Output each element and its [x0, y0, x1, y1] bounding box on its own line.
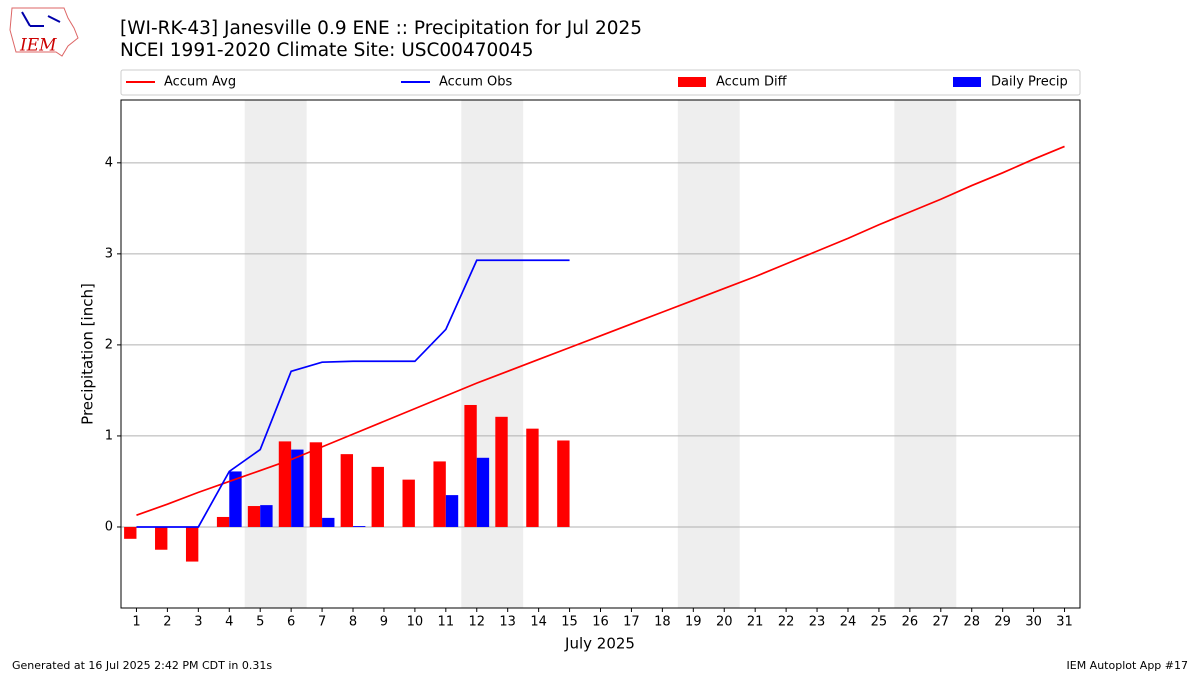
y-tick-label: 1: [105, 428, 113, 443]
x-tick-label: 4: [225, 615, 233, 630]
x-tick-label: 19: [685, 615, 702, 630]
bar: [322, 517, 335, 527]
x-tick-label: 7: [318, 615, 326, 630]
bar: [309, 442, 323, 527]
weekend-shade: [677, 100, 740, 608]
legend-label: Daily Precip: [991, 75, 1068, 90]
y-axis-label: Precipitation [inch]: [79, 283, 97, 425]
x-tick-label: 21: [747, 615, 764, 630]
line: [136, 259, 570, 528]
bar: [526, 428, 539, 527]
x-tick-label: 22: [778, 615, 795, 630]
bar: [371, 466, 384, 527]
footer-left: Generated at 16 Jul 2025 2:42 PM CDT in …: [12, 659, 272, 672]
x-tick-label: 8: [349, 615, 357, 630]
x-tick-label: 30: [1025, 615, 1042, 630]
x-tick-label: 18: [654, 615, 671, 630]
weekend-shade: [244, 100, 307, 608]
x-tick-label: 11: [438, 615, 455, 630]
y-tick-label: 3: [105, 246, 113, 261]
bar: [445, 495, 459, 527]
bar: [155, 526, 168, 550]
line: [136, 145, 1065, 516]
bar: [278, 441, 292, 527]
bar: [229, 471, 242, 527]
bar: [260, 505, 273, 527]
logo-icon: [21, 11, 61, 27]
x-tick-label: 13: [499, 615, 516, 630]
x-tick-label: 1: [132, 615, 140, 630]
bar: [291, 449, 304, 527]
x-tick-label: 23: [809, 615, 826, 630]
bar: [464, 404, 477, 527]
bar: [247, 506, 261, 527]
x-tick-label: 12: [468, 615, 485, 630]
legend-box: [120, 69, 1081, 96]
x-tick-label: 17: [623, 615, 640, 630]
x-tick-label: 24: [840, 615, 857, 630]
bar: [495, 416, 508, 527]
x-tick-label: 10: [407, 615, 424, 630]
footer-right: IEM Autoplot App #17: [1067, 659, 1189, 672]
bar: [402, 479, 415, 527]
weekend-shade: [894, 100, 957, 608]
bar: [353, 526, 366, 527]
x-tick-label: 9: [380, 615, 388, 630]
legend-label: Accum Diff: [716, 75, 788, 90]
bar: [340, 454, 354, 527]
x-tick-label: 5: [256, 615, 264, 630]
legend-swatch: [678, 77, 706, 87]
y-tick-label: 2: [105, 337, 113, 352]
bar: [557, 440, 570, 527]
x-axis-label: July 2025: [564, 635, 635, 653]
x-tick-label: 16: [592, 615, 609, 630]
x-tick-label: 31: [1056, 615, 1073, 630]
logo: IEM: [9, 7, 79, 57]
logo-text: IEM: [19, 36, 57, 56]
chart-title: [WI-RK-43] Janesville 0.9 ENE :: Precipi…: [120, 18, 642, 39]
x-tick-label: 6: [287, 615, 295, 630]
x-tick-label: 3: [194, 615, 202, 630]
y-tick-label: 4: [105, 155, 113, 170]
x-tick-label: 20: [716, 615, 733, 630]
bar: [476, 457, 490, 527]
bar: [433, 461, 446, 527]
x-tick-label: 29: [994, 615, 1011, 630]
legend-swatch: [953, 77, 981, 87]
bar: [185, 526, 199, 562]
weekend-shade: [461, 100, 524, 608]
x-tick-label: 14: [530, 615, 547, 630]
x-tick-label: 25: [871, 615, 888, 630]
chart-subtitle: NCEI 1991-2020 Climate Site: USC00470045: [120, 40, 534, 61]
legend-label: Accum Avg: [164, 75, 236, 90]
legend-label: Accum Obs: [439, 75, 512, 90]
bar: [216, 516, 230, 527]
x-tick-label: 15: [561, 615, 578, 630]
y-tick-label: 0: [105, 519, 113, 534]
x-tick-label: 27: [933, 615, 950, 630]
x-tick-label: 2: [163, 615, 171, 630]
plot-frame: [120, 99, 1081, 609]
x-tick-label: 28: [963, 615, 980, 630]
x-tick-label: 26: [902, 615, 919, 630]
bar: [124, 526, 137, 539]
